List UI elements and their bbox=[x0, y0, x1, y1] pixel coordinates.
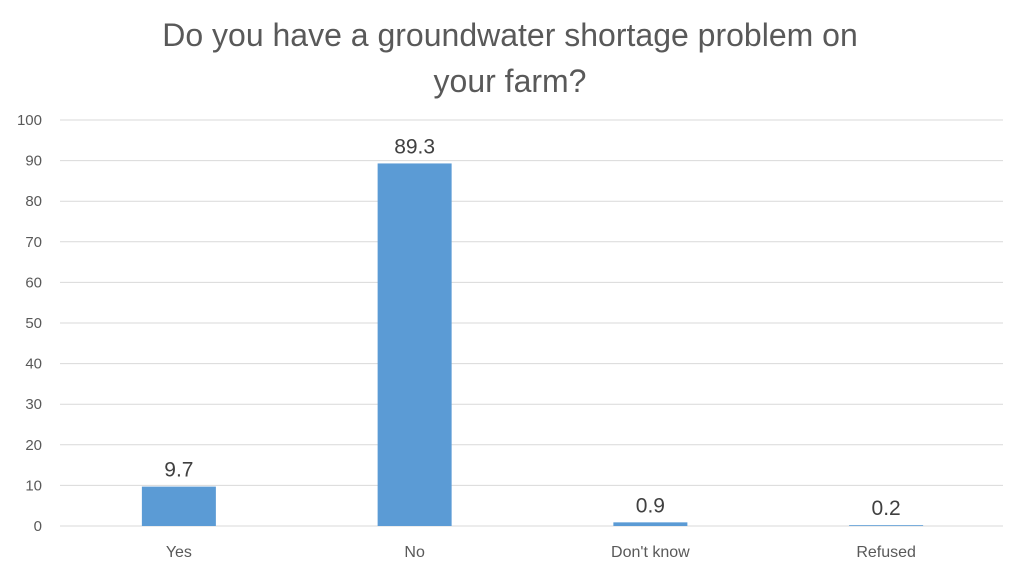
y-tick-label: 100 bbox=[17, 112, 42, 129]
y-tick-label: 10 bbox=[25, 477, 42, 494]
y-tick-label: 0 bbox=[34, 518, 42, 535]
bar-yes bbox=[141, 486, 216, 526]
chart-title-line-2: your farm? bbox=[433, 63, 587, 99]
chart-title-line-1: Do you have a groundwater shortage probl… bbox=[162, 17, 858, 53]
data-label: 0.2 bbox=[872, 497, 901, 520]
data-label: 89.3 bbox=[394, 135, 435, 158]
bar-refused bbox=[849, 525, 924, 526]
y-tick-label: 90 bbox=[25, 153, 42, 170]
bar-don-t-know bbox=[613, 522, 688, 526]
y-tick-label: 40 bbox=[25, 356, 42, 373]
y-tick-label: 30 bbox=[25, 396, 42, 413]
y-tick-label: 70 bbox=[25, 234, 42, 251]
bar-no bbox=[377, 163, 452, 526]
x-tick-label: Refused bbox=[856, 544, 916, 561]
data-label: 9.7 bbox=[164, 459, 193, 482]
chart-title: Do you have a groundwater shortage probl… bbox=[0, 12, 1020, 104]
x-tick-label: Yes bbox=[166, 544, 192, 561]
x-tick-label: No bbox=[404, 544, 425, 561]
data-label: 0.9 bbox=[636, 494, 665, 517]
y-tick-label: 80 bbox=[25, 193, 42, 210]
y-tick-label: 50 bbox=[25, 315, 42, 332]
y-tick-label: 60 bbox=[25, 274, 42, 291]
y-tick-label: 20 bbox=[25, 437, 42, 454]
x-tick-label: Don't know bbox=[611, 544, 690, 561]
